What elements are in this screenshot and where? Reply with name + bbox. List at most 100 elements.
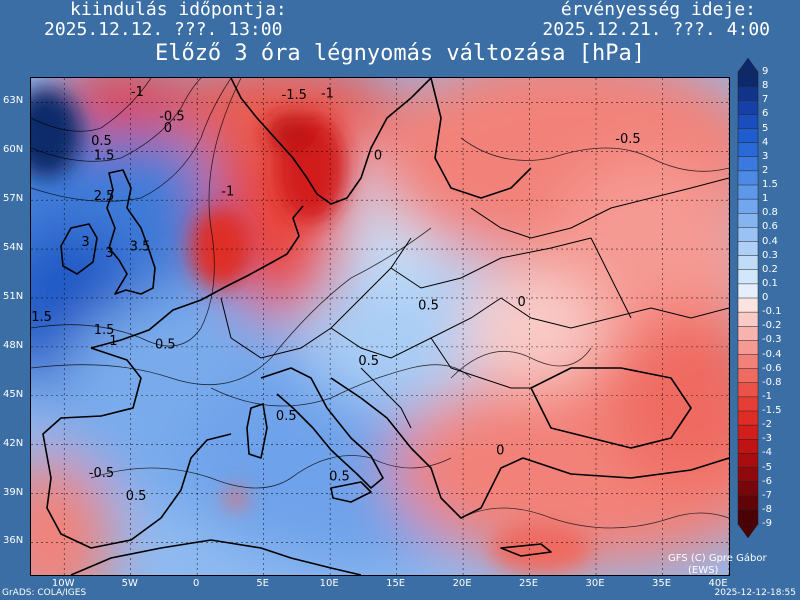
contour-label: 3.5	[130, 240, 151, 255]
lat-label: 45N	[3, 388, 24, 400]
legend-color-cell	[737, 255, 759, 271]
legend-tick-label: 7	[762, 94, 769, 106]
legend-color-cell	[737, 100, 759, 116]
legend-tick-label: 4	[762, 136, 769, 148]
map-title: Előző 3 óra légnyomás változása [hPa]	[154, 41, 646, 66]
legend-color-cell	[737, 481, 759, 497]
lon-label: 5W	[121, 578, 138, 589]
contour-label: 0.5	[155, 337, 176, 352]
legend-tick-label: 0.2	[762, 263, 778, 275]
legend-color-cell	[737, 227, 759, 243]
legend-bottom-arrow	[737, 523, 759, 539]
init-time-label: kiindulás időpontja:	[70, 0, 287, 20]
legend-tick-label: 0.1	[762, 277, 778, 289]
contour-label: 0.5	[91, 134, 112, 149]
lon-label: 10E	[319, 578, 339, 589]
contour-label: 1.5	[94, 148, 115, 163]
legend-tick-label: 0.8	[762, 207, 778, 219]
legend-tick-label: 0.4	[762, 235, 778, 247]
legend-tick-label: -0.8	[762, 376, 782, 388]
contour-label: -1.5	[282, 88, 307, 103]
legend-color-cell	[737, 269, 759, 285]
legend-color-cell	[737, 184, 759, 200]
legend-color-cell	[737, 156, 759, 172]
lon-label: 20E	[452, 578, 472, 589]
legend-tick-label: 0.6	[762, 221, 778, 233]
contour-label: 3	[105, 246, 113, 261]
init-time-value: 2025.12.12. ???. 13:00	[44, 19, 283, 40]
legend-tick-label: -0.4	[762, 348, 782, 360]
legend-color-cell	[737, 368, 759, 384]
lat-label: 42N	[3, 437, 24, 449]
legend-tick-label: -5	[762, 461, 772, 473]
legend-color-cell	[737, 354, 759, 370]
legend-color-cell	[737, 71, 759, 87]
legend-tick-label: -9	[762, 518, 772, 529]
lon-label: 10W	[51, 578, 75, 589]
lat-label: 36N	[3, 535, 24, 547]
legend-tick-label: 1.5	[762, 179, 778, 190]
ews-credit: (EWS)	[688, 565, 719, 576]
legend-tick-label: 1	[762, 193, 769, 205]
legend-color-cell	[737, 170, 759, 186]
legend-color-cell	[737, 213, 759, 229]
legend-color-cell	[737, 85, 759, 101]
lon-label: 0	[193, 578, 200, 589]
pressure-change-map: -1 -1.5 -1 -0.5 0 0.5 1.5 -1 2.5 3 3 3.5 1.5 1.5 1 0.5 0…	[30, 77, 730, 576]
contour-label: 0	[496, 443, 504, 458]
legend-color-cell	[737, 128, 759, 144]
lon-label: 25E	[519, 578, 539, 589]
legend-tick-label: -8	[762, 503, 772, 515]
legend-color-cell	[737, 453, 759, 469]
lon-label: 40E	[708, 578, 728, 589]
lon-label: 35E	[651, 578, 672, 589]
valid-time-label: érvényesség ideje:	[560, 0, 756, 20]
valid-time-value: 2025.12.21. ???. 4:00	[542, 19, 770, 40]
contour-label: 1.5	[94, 323, 115, 338]
legend-top-arrow	[737, 57, 759, 73]
lat-label: 51N	[3, 290, 24, 302]
legend-color-cell	[737, 311, 759, 327]
legend-color-cell	[737, 283, 759, 299]
legend-color-cell	[737, 439, 759, 455]
legend-tick-label: 2	[762, 164, 769, 176]
legend-tick-label: -4	[762, 447, 772, 459]
legend-tick-label: 8	[762, 80, 769, 92]
lat-label: 63N	[3, 95, 24, 107]
country-borders	[220, 177, 729, 429]
legend-tick-label: -0.2	[762, 320, 782, 332]
legend-tick-label: 9	[762, 66, 769, 77]
legend-color-cell	[737, 396, 759, 412]
contour-label: 0.5	[418, 298, 439, 313]
legend-color-cell	[737, 424, 759, 440]
legend-tick-label: 3	[762, 150, 769, 162]
legend-color-cell	[737, 495, 759, 511]
legend-tick-label: -2	[762, 419, 772, 431]
lon-label: 5E	[256, 578, 269, 589]
legend-tick-label: 6	[762, 108, 769, 120]
legend-tick-label: 5	[762, 122, 769, 134]
contour-label: 2.5	[94, 189, 115, 204]
legend-color-cell	[737, 326, 759, 342]
contour-label: 0.5	[276, 409, 297, 424]
lat-label: 54N	[3, 242, 24, 254]
lat-label: 60N	[3, 144, 24, 156]
legend-tick-label: -3	[762, 433, 772, 445]
legend-color-cell	[737, 142, 759, 158]
legend-color-cell	[737, 198, 759, 214]
legend-color-cell	[737, 410, 759, 426]
contour-label: 1.5	[31, 310, 52, 325]
lat-label: 39N	[3, 486, 24, 498]
lon-label: 30E	[585, 578, 605, 589]
legend-color-cell	[737, 382, 759, 398]
contours	[31, 78, 729, 529]
legend-tick-label: 0	[762, 292, 769, 303]
lat-label: 48N	[3, 339, 24, 351]
coastlines	[42, 78, 729, 575]
contour-label: 0	[517, 295, 525, 310]
legend-color-cell	[737, 509, 759, 525]
lat-label: 57N	[3, 193, 24, 205]
legend-color-cell	[737, 340, 759, 356]
copyright-credit: GFS (C) Gpre Gábor	[668, 553, 767, 564]
legend-color-cell	[737, 241, 759, 257]
